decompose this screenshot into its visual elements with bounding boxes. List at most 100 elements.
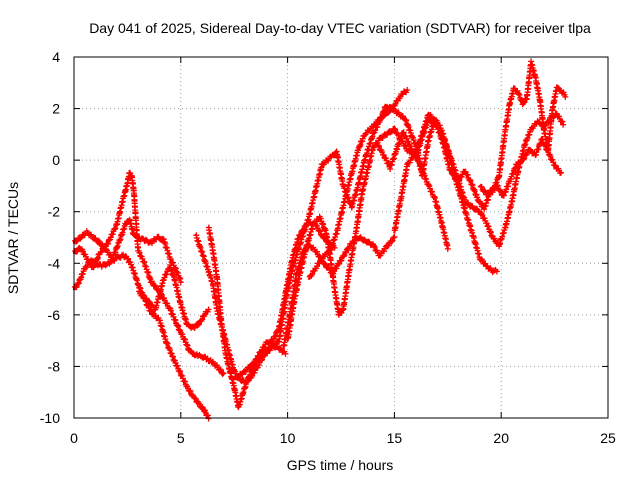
data-point [130,264,133,268]
data-point [179,373,182,376]
data-point [277,339,281,342]
data-point [239,378,242,381]
satellite-track-12 [391,110,567,250]
data-point [265,352,268,355]
data-point [324,231,328,234]
satellite-track-13 [477,58,569,198]
data-point [203,313,206,317]
data-point [335,151,338,154]
data-point [215,365,219,368]
data-point [256,365,259,368]
data-point [371,146,375,149]
data-point [297,236,300,239]
data-point [220,321,223,324]
data-point [341,308,345,311]
data-point [173,277,176,280]
data-point [523,143,526,146]
data-point [397,112,400,115]
data-point [83,267,86,270]
y-axis-label: SDTVAR / TECUs [5,182,21,294]
data-point [341,184,345,188]
data-point [504,128,507,131]
data-point [399,197,402,200]
data-point [104,249,108,252]
data-point [154,308,157,311]
data-point [508,179,511,182]
data-point [168,264,172,268]
data-point [344,251,347,255]
data-point [301,251,304,255]
x-tick-label: 25 [600,430,616,446]
data-point [130,174,133,177]
data-point [203,409,206,412]
data-point [406,89,409,92]
ticks: 0 5 10 15 20 25 -10 -8 -6 -4 -2 0 2 4 [40,49,616,446]
data-point [525,97,528,100]
data-point [485,220,488,224]
data-point [209,360,212,363]
data-point [446,246,449,249]
data-point [534,153,537,157]
data-point [472,236,475,239]
data-point [559,89,563,92]
data-point [307,277,311,280]
x-tick-label: 20 [493,430,509,446]
data-point [384,104,388,108]
data-point [551,107,554,110]
data-point [121,254,125,257]
data-point [401,91,405,95]
data-point [107,262,110,265]
data-point [504,226,507,229]
data-point [265,342,268,345]
data-point [542,128,546,131]
data-point [476,197,479,200]
data-point [314,249,317,252]
data-point [478,184,481,188]
data-point [410,133,413,136]
x-tick-label: 5 [177,430,185,446]
data-point [168,256,172,260]
data-point [376,143,379,146]
data-point [250,370,253,373]
data-point [312,223,315,226]
data-point [194,233,197,237]
data-point [77,282,80,286]
data-point [485,192,488,195]
data-point [517,91,520,95]
data-point [547,148,550,151]
data-point [196,354,200,358]
y-tick-label: -10 [40,410,60,426]
data-point [363,133,366,136]
data-point [564,94,567,97]
data-point [128,218,131,221]
data-point [388,166,392,170]
data-point [282,347,285,350]
data-point [320,256,323,260]
data-point [363,238,366,242]
data-point [117,241,121,244]
data-point [145,298,148,301]
data-point [136,282,140,286]
data-point [442,138,445,141]
data-point [350,171,353,175]
data-point [363,158,366,162]
data-point [559,171,563,175]
data-point [333,287,336,291]
data-point [482,207,486,211]
data-point [318,215,321,219]
data-point [512,86,516,90]
data-point [186,324,189,327]
data-point [356,148,360,151]
data-point [521,102,524,105]
data-point [233,378,236,381]
data-point [348,267,351,270]
data-point [171,354,174,358]
data-point [491,236,494,239]
data-point [149,280,153,283]
data-layer [71,58,569,422]
data-point [168,308,172,311]
data-point [529,61,533,64]
data-point [207,226,210,229]
data-point [100,264,104,268]
